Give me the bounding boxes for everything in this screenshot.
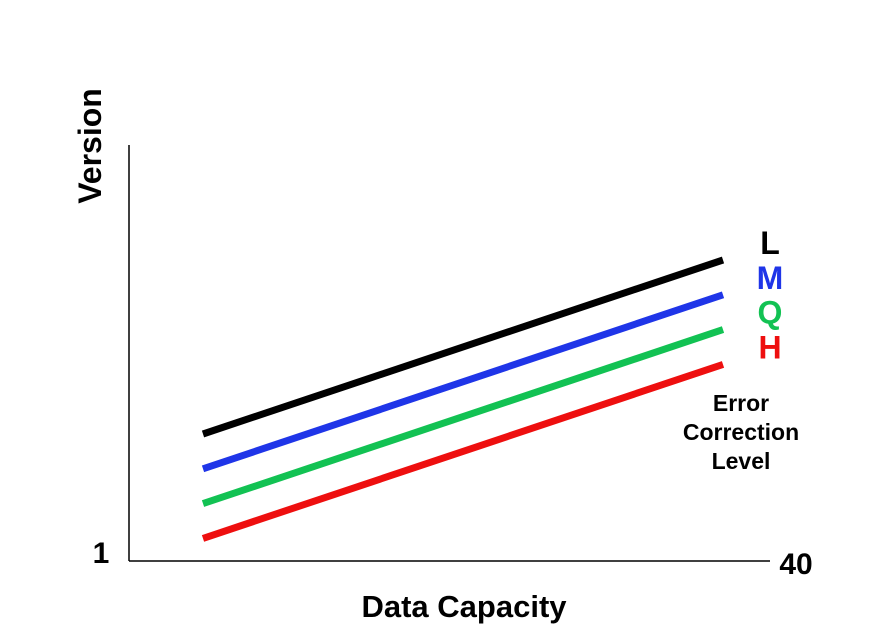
axes bbox=[128, 145, 770, 562]
legend-caption-line-1: Error bbox=[713, 390, 769, 416]
y-axis-min-tick: 1 bbox=[93, 537, 110, 570]
series-line-H bbox=[201, 361, 725, 542]
series-label-Q: Q bbox=[758, 295, 783, 331]
legend-caption-line-3: Level bbox=[712, 448, 771, 474]
series-label-L: L bbox=[760, 225, 780, 261]
series-label-M: M bbox=[757, 260, 784, 296]
series-label-H: H bbox=[758, 329, 781, 365]
series-line-M bbox=[201, 291, 725, 473]
series-line-Q bbox=[201, 326, 725, 507]
series-line-L bbox=[201, 256, 725, 438]
x-axis-max-tick: 40 bbox=[779, 548, 812, 581]
y-axis-title: Version bbox=[72, 88, 108, 204]
series-lines bbox=[201, 256, 725, 542]
legend-caption: Error Correction Level bbox=[683, 390, 799, 474]
legend-caption-line-2: Correction bbox=[683, 419, 799, 445]
x-axis-title: Data Capacity bbox=[361, 589, 567, 624]
